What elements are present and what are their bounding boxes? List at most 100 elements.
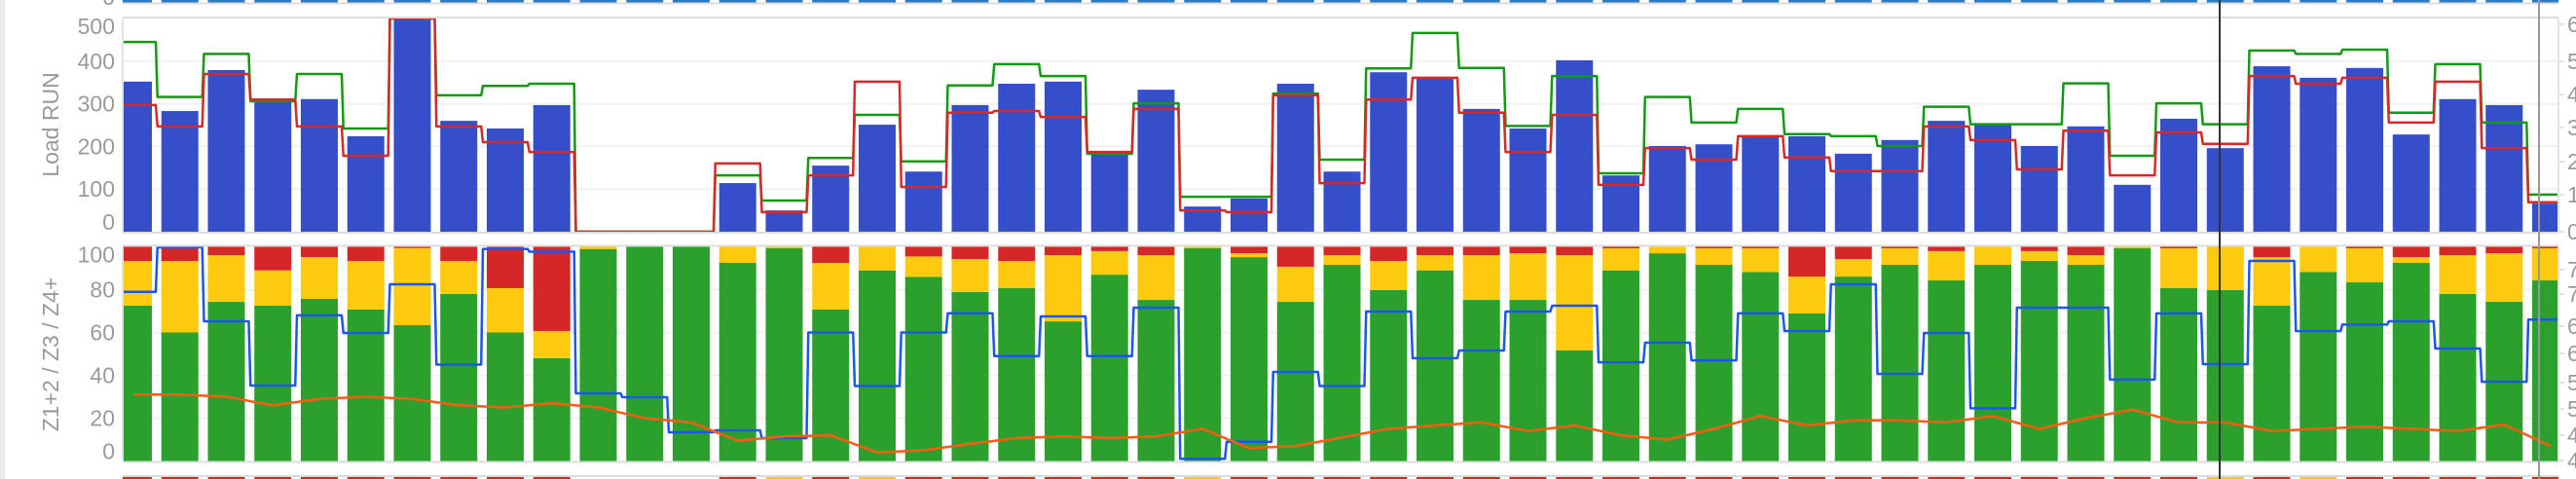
zone-bar-z1-2 <box>1462 300 1500 461</box>
zone-bar-z3 <box>1788 276 1825 313</box>
below-panel-bar <box>1928 477 1966 479</box>
load-bar <box>207 69 245 232</box>
below-panel-bar <box>301 477 338 479</box>
zone-bar-z4- <box>951 246 989 260</box>
zone-bar-z4- <box>2346 246 2383 249</box>
zone-bar-z3 <box>812 263 850 310</box>
zone-bar-z3 <box>1462 255 1500 301</box>
load-bar <box>1834 153 1872 232</box>
below-panel-axis-label: 100 <box>78 474 115 479</box>
above-panel-bar <box>1974 0 2011 3</box>
below-panel-bar <box>2114 477 2152 479</box>
zone-bar-z4- <box>161 246 199 262</box>
zone-bar-z1-2 <box>440 293 478 461</box>
zone-bar-z3 <box>2439 255 2477 294</box>
below-panel-bar <box>2020 477 2058 479</box>
above-panel-bar <box>1090 0 1128 3</box>
above-panel-bar <box>1370 0 1408 3</box>
zone-bar-z3 <box>2067 255 2105 265</box>
zone-bar-z3 <box>1417 255 1454 271</box>
zone-bar-z1-2 <box>1834 276 1872 461</box>
load-bar <box>123 81 152 232</box>
zone-bar-z1-2 <box>254 306 292 461</box>
above-panel-bar <box>393 0 431 3</box>
zone-bar-z4- <box>812 246 850 263</box>
zone-bar-z1-2 <box>1881 264 1919 461</box>
right-y-tick-label: 3 <box>2567 115 2576 140</box>
load-bar <box>1556 59 1594 233</box>
load-bar <box>2206 148 2244 232</box>
below-panel-bar <box>1742 477 1780 479</box>
load-bar <box>765 210 803 232</box>
below-panel-bar <box>998 477 1036 479</box>
below-panel-bar <box>2346 477 2383 479</box>
plot-area <box>123 0 2558 479</box>
zone-bar-z4- <box>1695 246 1733 249</box>
load-bar <box>1370 72 1408 232</box>
zone-bar-z1-2 <box>2020 261 2058 461</box>
right-y-tick-label: 6 <box>2567 313 2576 339</box>
zone-bar-z4- <box>2067 246 2105 256</box>
zone-bar-z1-2 <box>161 332 199 461</box>
zone-bar-z3 <box>859 246 896 271</box>
zone-bar-z4- <box>440 246 478 262</box>
below-panel-bar <box>1974 477 2011 479</box>
right-y-tick-label: 1 <box>2567 182 2576 207</box>
y-tick-label: 400 <box>78 49 115 74</box>
zone-bar-z3 <box>2485 253 2523 303</box>
above-panel-bar <box>859 0 896 3</box>
zone-bar-z3 <box>533 330 570 358</box>
zone-bar-z1-2 <box>2206 289 2244 461</box>
load-bar <box>2253 66 2291 232</box>
below-panel-bar <box>1231 477 1268 479</box>
load-bar <box>2160 118 2197 232</box>
zone-bar-z1-2 <box>904 276 942 461</box>
zone-bar-z1-2 <box>207 302 245 461</box>
zone-bar-z1-2 <box>1184 248 1222 461</box>
load-bar <box>2114 184 2152 232</box>
zone-bar-z1-2 <box>1648 253 1686 461</box>
upper-step-line <box>123 17 2558 234</box>
y-tick-label: 100 <box>78 242 115 268</box>
above-panel-bar <box>2253 0 2291 3</box>
zone-bar-z4- <box>254 246 292 271</box>
y-tick-label: 100 <box>78 176 115 202</box>
above-panel-bar <box>673 0 710 3</box>
zone-bar-z4- <box>1788 246 1825 277</box>
above-panel-bar <box>812 0 850 3</box>
zone-bar-z3 <box>2392 257 2430 263</box>
right-y-tick-label: 6 <box>2567 341 2576 366</box>
zone-bar-z4- <box>1276 246 1314 267</box>
load-bar <box>2532 203 2558 232</box>
zone-bar-z3 <box>1974 246 2011 265</box>
load-bar <box>1276 84 1314 232</box>
zone-bar-z1-2 <box>859 270 896 461</box>
zone-bar-z4- <box>1928 246 1966 251</box>
load-bar <box>440 121 478 232</box>
zone-bar-z4- <box>1834 246 1872 260</box>
load-bar <box>1788 135 1825 232</box>
above-panel-bar <box>998 0 1036 3</box>
zone-bar-z3 <box>161 261 199 333</box>
above-panel-bar <box>2067 0 2105 3</box>
zone-bar-z3 <box>718 246 756 263</box>
below-panel-bar <box>533 477 570 479</box>
load-bar <box>2392 134 2430 232</box>
zone-bar-z3 <box>1928 250 1966 281</box>
above-panel-bar <box>1045 0 1082 3</box>
zone-bar-z3 <box>487 287 524 333</box>
zone-bar-z4- <box>1045 246 1082 256</box>
below-panel-bar <box>1370 477 1408 479</box>
zone-bar-z3 <box>1370 261 1408 290</box>
zone-bar-z3 <box>1045 255 1082 322</box>
load-bar <box>859 125 896 232</box>
zone-bar-z4- <box>1509 246 1547 254</box>
zone-bar-z3 <box>1276 266 1314 303</box>
secondary-trend-line <box>133 393 2552 454</box>
below-panel-bar <box>254 477 292 479</box>
load-bar <box>998 84 1036 232</box>
load-bar <box>951 104 989 232</box>
zone-bar-z4- <box>2485 246 2523 254</box>
zone-bar-z1-2 <box>1370 289 1408 461</box>
above-panel-bar <box>123 0 152 3</box>
